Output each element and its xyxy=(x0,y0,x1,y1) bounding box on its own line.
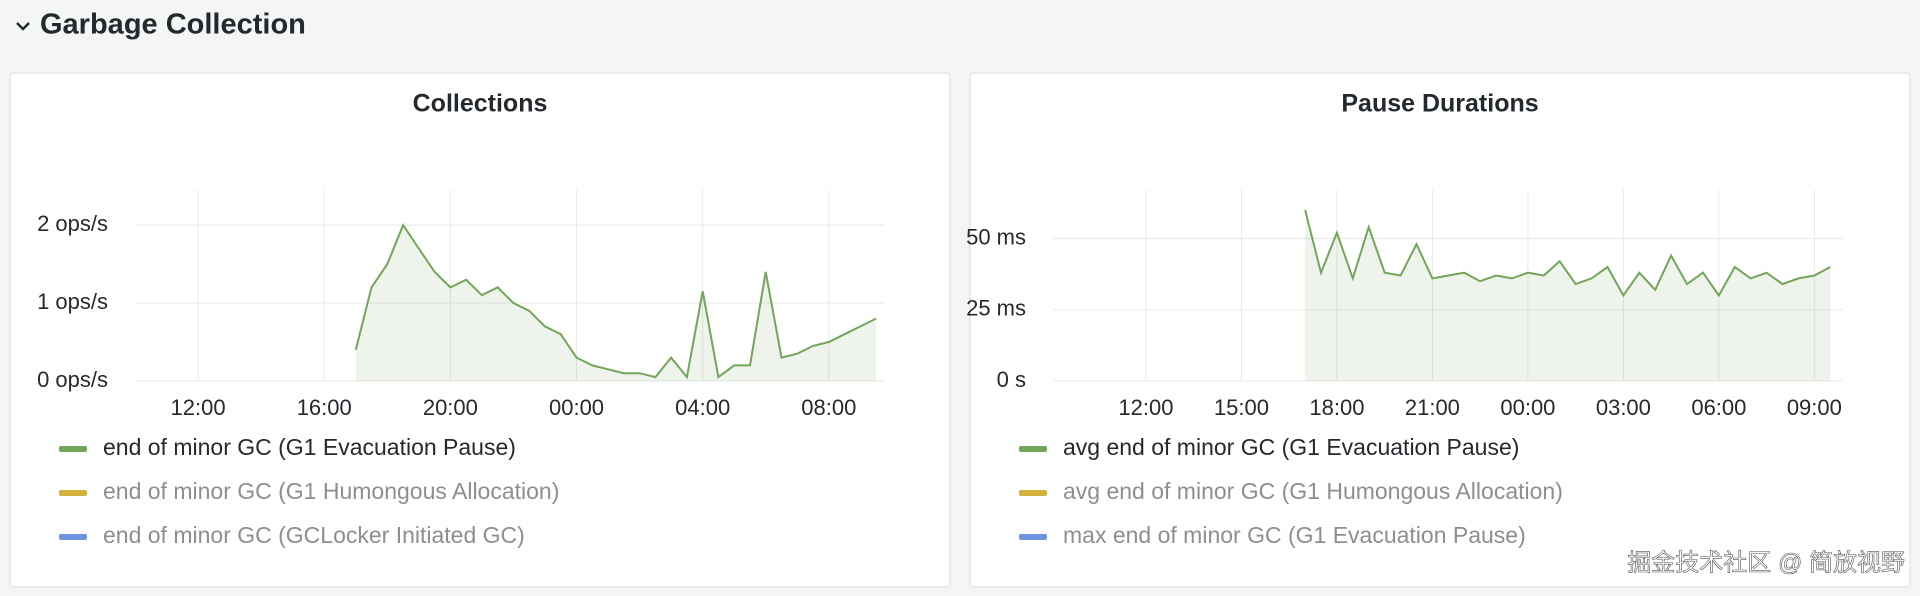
x-tick-label: 18:00 xyxy=(1309,395,1364,420)
row-title[interactable]: Garbage Collection xyxy=(40,9,306,41)
y-tick-label: 25 ms xyxy=(966,296,1026,321)
x-tick-label: 00:00 xyxy=(1500,395,1555,420)
watermark: 掘金技术社区 @ 简放视野 xyxy=(1627,549,1905,576)
x-tick-label: 06:00 xyxy=(1691,395,1746,420)
x-tick-label: 12:00 xyxy=(171,395,226,420)
y-tick-label: 0 s xyxy=(997,367,1026,392)
legend-swatch[interactable] xyxy=(1019,534,1047,540)
x-tick-label: 00:00 xyxy=(549,395,604,420)
x-tick-label: 16:00 xyxy=(297,395,352,420)
legend-swatch[interactable] xyxy=(59,490,87,496)
legend-label[interactable]: end of minor GC (G1 Humongous Allocation… xyxy=(103,478,559,504)
panel-title: Collections xyxy=(413,90,548,118)
x-tick-label: 04:00 xyxy=(675,395,730,420)
legend-swatch[interactable] xyxy=(1019,490,1047,496)
series-line xyxy=(1304,209,1831,298)
series-area xyxy=(355,225,877,381)
legend-label[interactable]: end of minor GC (GCLocker Initiated GC) xyxy=(103,522,525,548)
y-tick-label: 1 ops/s xyxy=(37,289,108,314)
x-tick-label: 12:00 xyxy=(1118,395,1173,420)
y-tick-label: 2 ops/s xyxy=(37,211,108,236)
legend-label[interactable]: avg end of minor GC (G1 Humongous Alloca… xyxy=(1063,478,1563,504)
x-tick-label: 09:00 xyxy=(1787,395,1842,420)
collapse-chevron[interactable] xyxy=(16,22,30,31)
legend-label[interactable]: end of minor GC (G1 Evacuation Pause) xyxy=(103,434,516,460)
x-tick-label: 21:00 xyxy=(1405,395,1460,420)
panel-title: Pause Durations xyxy=(1341,90,1538,118)
legend-swatch[interactable] xyxy=(59,446,87,452)
y-tick-label: 0 ops/s xyxy=(37,367,108,392)
x-tick-label: 03:00 xyxy=(1596,395,1651,420)
panel xyxy=(9,72,951,588)
x-tick-label: 20:00 xyxy=(423,395,478,420)
panel xyxy=(969,72,1911,588)
legend-swatch[interactable] xyxy=(59,534,87,540)
legend-label[interactable]: avg end of minor GC (G1 Evacuation Pause… xyxy=(1063,434,1519,460)
legend-label[interactable]: max end of minor GC (G1 Evacuation Pause… xyxy=(1063,522,1526,548)
y-tick-label: 50 ms xyxy=(966,224,1026,249)
series-area xyxy=(1305,210,1831,381)
x-tick-label: 15:00 xyxy=(1214,395,1269,420)
legend-swatch[interactable] xyxy=(1019,446,1047,452)
x-tick-label: 08:00 xyxy=(801,395,856,420)
series-line xyxy=(354,222,877,380)
